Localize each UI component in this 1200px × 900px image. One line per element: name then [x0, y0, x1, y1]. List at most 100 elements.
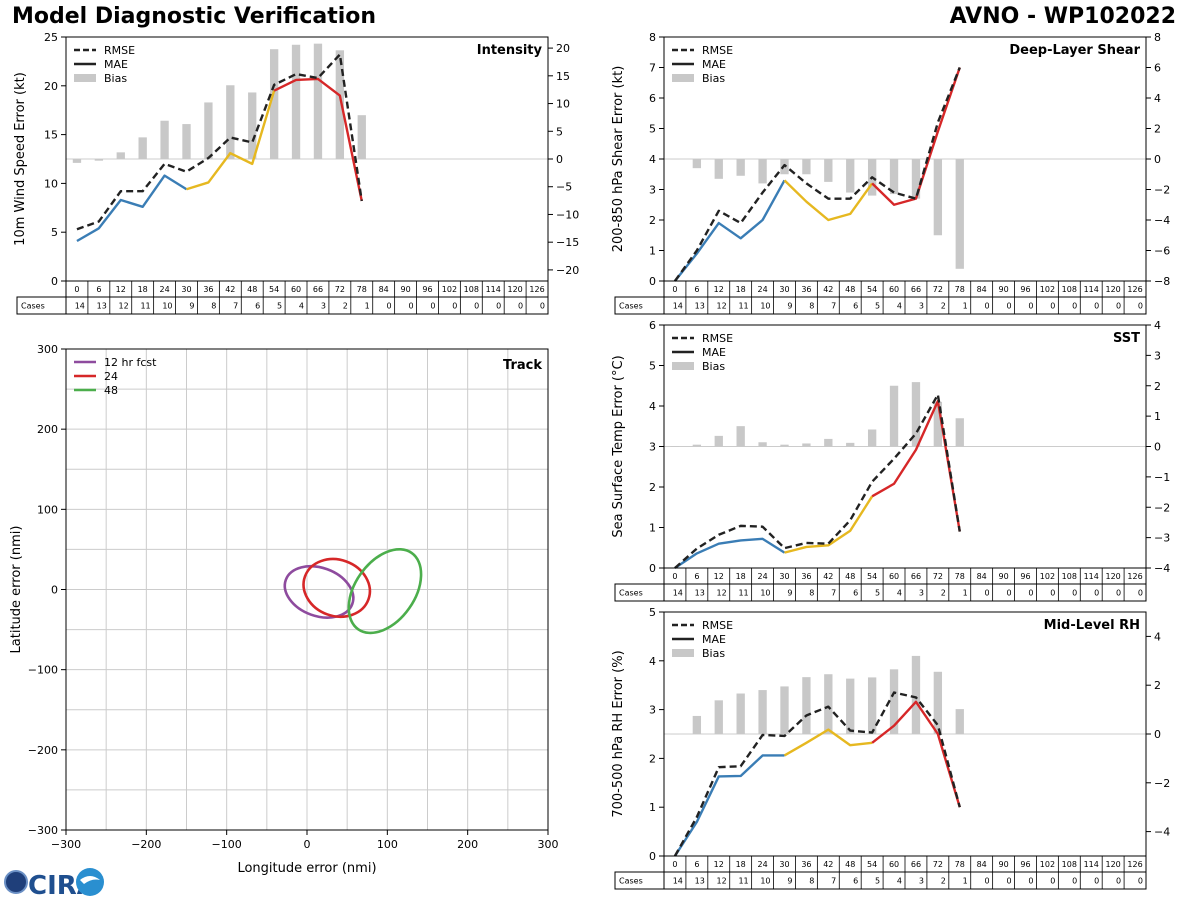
rh-legend-rmse: RMSE: [702, 619, 733, 632]
intensity-hour-label: 126: [529, 285, 544, 294]
intensity-case-count: 3: [321, 302, 326, 311]
shear-cases-row: [614, 296, 1147, 315]
rh-bias-bar: [867, 677, 877, 734]
sst-case-count: 0: [985, 589, 990, 598]
rh-panel: 0 1 2 3 4 5 −4 −2 0 2 4 Mid-Level RH 700-500 hPa RH …: [611, 606, 1170, 863]
rh-case-count: 13: [695, 877, 705, 886]
intensity-hour-label: 72: [335, 285, 345, 294]
shear-bias-bar: [911, 159, 921, 199]
rh-case-count: 14: [673, 877, 683, 886]
intensity-bias-bar: [269, 49, 279, 160]
rh-case-count: 7: [831, 877, 836, 886]
shear-case-count: 0: [1006, 302, 1011, 311]
intensity-case-count: 0: [496, 302, 501, 311]
track-y-tick-label: 100: [37, 503, 58, 516]
rh-hour-label: 36: [801, 860, 811, 869]
rh-bias-bar: [780, 686, 789, 734]
shear-y-tick-label: 4: [649, 153, 656, 166]
rh-hour-label: 12: [714, 860, 724, 869]
sst-bias-bar: [780, 444, 789, 447]
intensity-legend-rmse: RMSE: [104, 44, 135, 57]
rh-case-count: 5: [875, 877, 880, 886]
intensity-rmse-line: [76, 53, 363, 231]
sst-bias-bar: [736, 426, 745, 447]
shear-hour-label: 60: [889, 285, 899, 294]
rh-y2-tick-label: 0: [1154, 728, 1161, 741]
sst-case-count: 0: [1072, 589, 1077, 598]
shear-y2-tick-label: −6: [1154, 245, 1170, 258]
rh-case-count: 0: [1116, 877, 1121, 886]
shear-hour-label: 36: [801, 285, 811, 294]
intensity-case-count: 0: [387, 302, 392, 311]
shear-mae-line-yellow: [783, 179, 874, 222]
sst-legend-bias: Bias: [702, 360, 725, 373]
track-y-tick-label: 0: [51, 584, 58, 597]
rh-mae-line-blue: [673, 754, 785, 857]
shear-case-count: 0: [1138, 302, 1143, 311]
rh-case-count: 0: [1072, 877, 1077, 886]
shear-legend-rmse: RMSE: [702, 44, 733, 57]
shear-bias-bar: [670, 159, 680, 160]
intensity-y2-tick-label: −15: [556, 236, 579, 249]
rh-bias-bar: [714, 700, 723, 734]
sst-hour-label: 0: [672, 572, 677, 581]
rh-hour-label: 108: [1062, 860, 1077, 869]
sst-hour-label: 36: [801, 572, 811, 581]
intensity-bias-bar: [116, 152, 125, 159]
intensity-y2-tick-label: 15: [556, 70, 570, 83]
sst-legend-bias-swatch: [672, 362, 694, 370]
rh-hour-label: 6: [694, 860, 699, 869]
page-title: Model Diagnostic Verification: [12, 4, 377, 29]
shear-legend-mae: MAE: [702, 58, 726, 71]
rh-hour-label: 84: [977, 860, 987, 869]
sst-cases-row: [614, 583, 1147, 602]
intensity-hour-label: 36: [203, 285, 213, 294]
sst-rmse-line: [674, 393, 961, 569]
sst-cases-label: Cases: [619, 589, 643, 598]
sst-hour-label: 96: [1020, 572, 1030, 581]
sst-bias-bar: [758, 442, 767, 447]
rh-hour-label: 48: [845, 860, 855, 869]
rh-hour-label: 24: [757, 860, 767, 869]
shear-hour-label: 72: [933, 285, 943, 294]
rh-case-count: 1: [963, 877, 968, 886]
intensity-legend-mae: MAE: [104, 58, 128, 71]
shear-case-count: 0: [985, 302, 990, 311]
rh-case-count: 6: [853, 877, 858, 886]
intensity-y2-tick-label: −20: [556, 264, 579, 277]
track-legend-label-1: 24: [104, 370, 118, 383]
sst-case-count: 4: [897, 589, 902, 598]
rh-case-count: 0: [1050, 877, 1055, 886]
intensity-cases-label: Cases: [21, 302, 45, 311]
track-ellipse-2: [347, 548, 423, 635]
intensity-hour-label: 114: [486, 285, 501, 294]
shear-bias-bar: [714, 159, 723, 179]
shear-panel: 0 1 2 3 4 5 6 7 8 −8 −6 −4 −2 0 2 4 6 8 Deep-Layer Shear 20…: [611, 31, 1170, 288]
rh-case-count: 10: [760, 877, 770, 886]
track-x-tick-label: 0: [304, 838, 311, 851]
globe-icon: [76, 868, 104, 896]
sst-case-count: 0: [1006, 589, 1011, 598]
shear-case-count: 7: [831, 302, 836, 311]
sst-hour-label: 90: [998, 572, 1008, 581]
shear-hour-label: 84: [977, 285, 987, 294]
rh-bias-bar: [846, 678, 855, 734]
rh-case-count: 0: [985, 877, 990, 886]
sst-legend-rmse: RMSE: [702, 332, 733, 345]
rh-case-count: 0: [1028, 877, 1033, 886]
intensity-bias-bar: [204, 102, 213, 159]
shear-legend-bias: Bias: [702, 72, 725, 85]
sst-hour-label: 102: [1040, 572, 1055, 581]
shear-hour-label: 120: [1105, 285, 1120, 294]
intensity-hour-label: 60: [291, 285, 301, 294]
intensity-hour-label: 66: [313, 285, 323, 294]
intensity-hour-label: 30: [181, 285, 191, 294]
sst-y2-tick-label: 1: [1154, 410, 1161, 423]
sst-y-tick-label: 5: [649, 360, 656, 373]
shear-y2-tick-label: 6: [1154, 62, 1161, 75]
rh-hour-label: 66: [911, 860, 921, 869]
shear-case-count: 8: [809, 302, 814, 311]
shear-bias-bar: [933, 159, 943, 236]
intensity-bias-bar: [335, 50, 345, 159]
